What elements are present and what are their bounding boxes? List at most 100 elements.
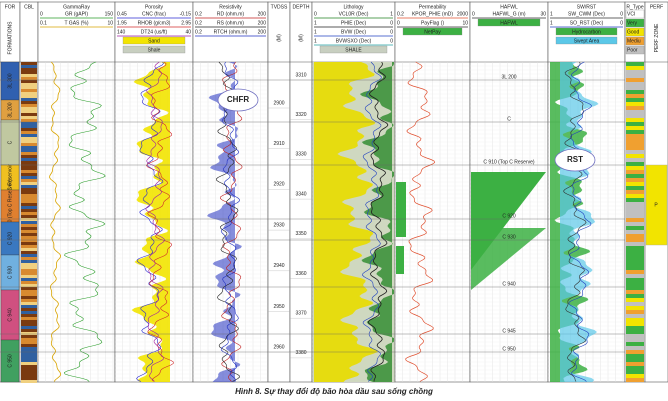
depth-label: 3330 <box>295 152 306 158</box>
legend-label: Swept Area <box>574 38 600 44</box>
legend-label: VCI <box>627 11 635 17</box>
cbl-image <box>21 356 37 359</box>
cbl-image <box>21 260 37 263</box>
cbl-image <box>21 266 37 269</box>
cbl-image <box>21 293 37 296</box>
cbl-image <box>21 281 37 284</box>
cbl-image <box>21 311 37 314</box>
curve-max: 30 <box>540 11 546 17</box>
formation-label: C 940 <box>7 308 13 322</box>
log-curve <box>405 61 436 382</box>
legend-label: Shale <box>148 47 161 53</box>
rock-type <box>626 286 644 290</box>
rock-type <box>626 102 644 106</box>
formation-label: C <box>7 140 13 144</box>
curve-max: 0 <box>390 20 393 26</box>
rock-type <box>626 190 644 194</box>
legend-swatch <box>625 36 645 46</box>
cbl-image <box>21 206 37 209</box>
cbl-image <box>21 302 37 305</box>
depth-label: 3370 <box>295 311 306 317</box>
cbl-image <box>21 167 37 170</box>
cbl-image <box>21 287 37 290</box>
rock-type <box>626 126 644 130</box>
cbl-image <box>21 254 37 257</box>
legend-label: NetPay <box>424 29 441 35</box>
marker-label: C 950 <box>502 346 516 352</box>
rock-type <box>626 370 644 374</box>
depth-label: 3360 <box>295 271 306 277</box>
cbl-image <box>21 101 37 104</box>
rock-type <box>626 262 644 266</box>
cbl-image <box>21 77 37 80</box>
cbl-image <box>21 353 37 356</box>
depth-label: 3380 <box>295 350 306 356</box>
legend-swatch <box>319 45 388 54</box>
curve-min: 1 <box>314 38 317 44</box>
curve-min: 1 <box>314 29 317 35</box>
curve-max: 0 <box>620 20 623 26</box>
track-title: Lithology <box>343 4 364 10</box>
log-curve <box>146 61 174 382</box>
curve-min: 0 <box>397 20 400 26</box>
curve-max: 200 <box>258 20 267 26</box>
curve-name: HAFWL_G (m) <box>492 11 525 17</box>
rock-type <box>626 338 644 342</box>
cbl-image <box>21 176 37 179</box>
rock-type <box>626 250 644 254</box>
marker-label: 3L 200 <box>501 74 516 80</box>
track-title: R_Type <box>626 4 643 10</box>
cbl-image <box>21 362 37 365</box>
cbl-image <box>21 107 37 110</box>
cbl-image <box>21 200 37 203</box>
log-fill <box>314 62 378 382</box>
caption: Hình 8. Sự thay đổi độ bão hòa dầu sau s… <box>235 387 433 396</box>
rock-type <box>626 298 644 302</box>
log-curve <box>568 61 592 382</box>
cbl-image <box>21 74 37 77</box>
rock-type <box>626 342 644 346</box>
track-frame <box>37 1 116 383</box>
cbl-image <box>21 143 37 146</box>
tvdss-label: 2930 <box>273 222 284 228</box>
rock-type <box>626 270 644 274</box>
legend-label: Mediu <box>627 38 641 44</box>
rock-type <box>626 150 644 154</box>
cbl-image <box>21 128 37 131</box>
rock-type <box>626 294 644 298</box>
tvdss-label: 2910 <box>273 141 284 147</box>
cbl-image <box>21 248 37 251</box>
cbl-image <box>21 359 37 362</box>
cloud <box>217 88 259 112</box>
rock-type <box>626 182 644 186</box>
curve-max: 0 <box>390 29 393 35</box>
rock-type <box>626 242 644 246</box>
cbl-image <box>21 350 37 353</box>
cbl-image <box>21 173 37 176</box>
cbl-image <box>21 125 37 128</box>
cbl-image <box>21 65 37 68</box>
curve-name: RTCH (ohm.m) <box>214 29 248 35</box>
cbl-image <box>21 71 37 74</box>
rock-type <box>626 74 644 78</box>
curve-max: 40 <box>185 29 191 35</box>
track-frame <box>267 1 291 383</box>
cbl-image <box>21 323 37 326</box>
cbl-image <box>21 140 37 143</box>
rock-type <box>626 258 644 262</box>
cbl-image <box>21 92 37 95</box>
curve-min: 0.45 <box>117 11 127 17</box>
rock-type <box>626 146 644 150</box>
cbl-image <box>21 215 37 218</box>
rock-type <box>626 282 644 286</box>
cbl-image <box>21 119 37 122</box>
track-title: DEPTH <box>293 4 310 10</box>
cbl-image <box>21 134 37 137</box>
track-subtitle: (M) <box>276 34 282 42</box>
track-subtitle: PERF ZONE <box>654 23 660 52</box>
tvdss-label: 2960 <box>273 345 284 351</box>
cbl-image <box>21 182 37 185</box>
cbl-image <box>21 95 37 98</box>
cbl-image <box>21 233 37 236</box>
rock-type <box>626 366 644 370</box>
